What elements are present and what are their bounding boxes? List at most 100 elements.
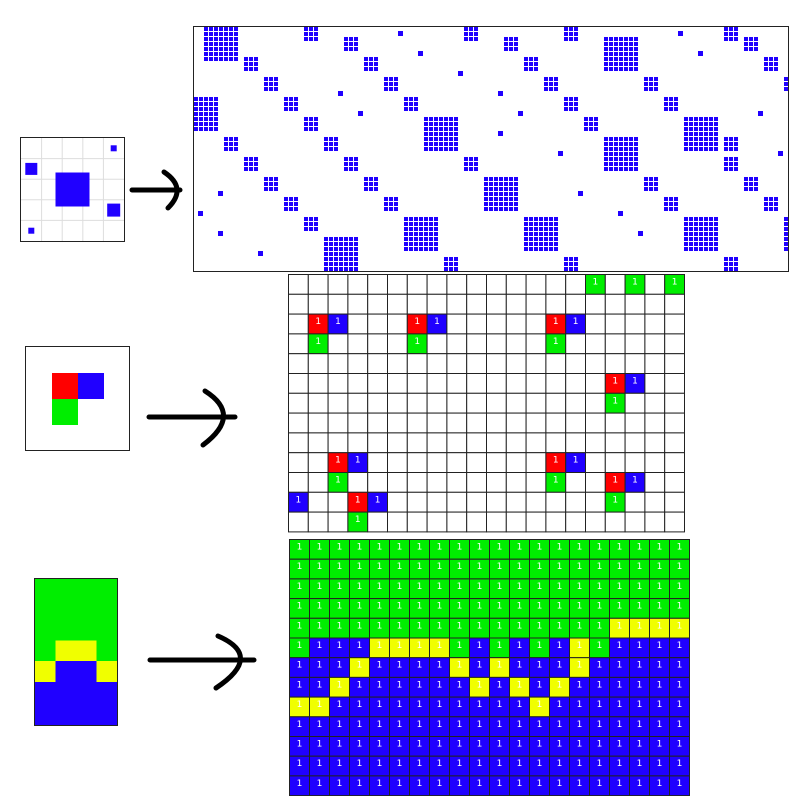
blue-dot xyxy=(209,37,213,41)
blue-dot xyxy=(654,87,658,91)
blue-square xyxy=(55,172,90,207)
blue-dot xyxy=(429,142,433,146)
cell-value-label: 1 xyxy=(357,740,363,750)
blue-dot xyxy=(499,207,503,211)
blue-dot xyxy=(198,211,203,216)
cell-value-label: 1 xyxy=(297,759,303,769)
cell-value-label: 1 xyxy=(597,680,603,690)
empty-cell xyxy=(426,432,448,454)
cell-value-label: 1 xyxy=(497,582,503,592)
empty-cell xyxy=(288,452,309,473)
blue-dot xyxy=(404,217,408,221)
blue-dot xyxy=(539,227,543,231)
blue-dot xyxy=(454,147,458,151)
blue-dot xyxy=(349,247,353,251)
blue-dot xyxy=(589,127,593,131)
cell-value-label: 1 xyxy=(677,700,683,710)
empty-cell xyxy=(664,293,686,315)
blue-dot xyxy=(194,102,198,106)
empty-cell xyxy=(347,373,369,394)
blue-dot xyxy=(398,31,403,36)
blue-dot xyxy=(424,222,428,226)
blue-dot xyxy=(699,242,703,246)
blue-dot xyxy=(534,62,538,66)
empty-cell xyxy=(486,333,507,355)
blue-dot xyxy=(569,262,573,266)
blue-dot xyxy=(489,202,493,206)
blue-dot xyxy=(214,97,218,101)
blue-dot xyxy=(309,222,313,226)
blue-dot xyxy=(549,222,553,226)
cell-value-label: 1 xyxy=(617,740,623,750)
blue-dot xyxy=(729,167,733,171)
blue-dot xyxy=(614,67,618,71)
blue-dot xyxy=(444,132,448,136)
arrow-icon xyxy=(129,169,183,211)
cell-value-label: 1 xyxy=(377,621,383,631)
blue-dot xyxy=(389,87,393,91)
blue-dot xyxy=(244,67,248,71)
blue-dot xyxy=(514,42,518,46)
cell-value-label: 1 xyxy=(517,582,523,592)
empty-cell xyxy=(466,511,487,533)
empty-cell xyxy=(466,353,487,374)
cell-value-label: 1 xyxy=(497,759,503,769)
blue-dot xyxy=(624,62,628,66)
cell-value-label: 1 xyxy=(593,278,599,288)
cell-value-label: 1 xyxy=(537,582,543,592)
cell-value-label: 1 xyxy=(414,317,420,327)
blue-dot xyxy=(534,67,538,71)
blue-dot xyxy=(424,217,428,221)
yellow-cell xyxy=(76,640,97,662)
green-cell xyxy=(35,579,56,600)
empty-cell xyxy=(624,432,646,454)
cell-value-label: 1 xyxy=(297,720,303,730)
empty-cell xyxy=(604,274,626,295)
blue-dot xyxy=(694,217,698,221)
blue-dot xyxy=(294,97,298,101)
blue-dot xyxy=(309,217,313,221)
blue-dot xyxy=(754,182,758,186)
blue-dot xyxy=(199,97,203,101)
cell-value-label: 1 xyxy=(397,740,403,750)
blue-dot xyxy=(329,257,333,261)
green-cell xyxy=(35,599,56,621)
cell-value-label: 1 xyxy=(457,661,463,671)
blue-dot xyxy=(629,42,633,46)
blue-dot xyxy=(284,97,288,101)
blue-dot xyxy=(624,152,628,156)
empty-cell xyxy=(347,432,369,454)
blue-dot xyxy=(699,147,703,151)
blue-dot xyxy=(344,242,348,246)
blue-dot xyxy=(199,112,203,116)
blue-dot xyxy=(354,262,358,266)
cell-value-label: 1 xyxy=(617,661,623,671)
panel2-input-grid xyxy=(25,346,130,451)
cell-value-label: 1 xyxy=(335,456,341,466)
blue-dot xyxy=(734,167,738,171)
blue-dot xyxy=(684,217,688,221)
blue-dot xyxy=(524,242,528,246)
blue-dot xyxy=(484,187,488,191)
blue-dot xyxy=(544,247,548,251)
empty-cell xyxy=(585,392,606,414)
blue-dot xyxy=(209,32,213,36)
empty-cell xyxy=(466,333,487,355)
blue-dot xyxy=(454,127,458,131)
blue-dot xyxy=(304,37,308,41)
cell-value-label: 1 xyxy=(477,759,483,769)
blue-dot xyxy=(314,122,318,126)
blue-dot xyxy=(418,51,423,56)
blue-dot xyxy=(549,87,553,91)
blue-dot xyxy=(629,67,633,71)
empty-cell xyxy=(406,412,428,434)
blue-dot xyxy=(654,187,658,191)
empty-cell xyxy=(565,293,587,315)
blue-dot xyxy=(699,127,703,131)
cell-value-label: 1 xyxy=(397,680,403,690)
blue-dot xyxy=(769,57,773,61)
blue-dot xyxy=(724,267,728,271)
cell-value-label: 1 xyxy=(497,740,503,750)
blue-dot xyxy=(314,127,318,131)
blue-dot xyxy=(404,102,408,106)
